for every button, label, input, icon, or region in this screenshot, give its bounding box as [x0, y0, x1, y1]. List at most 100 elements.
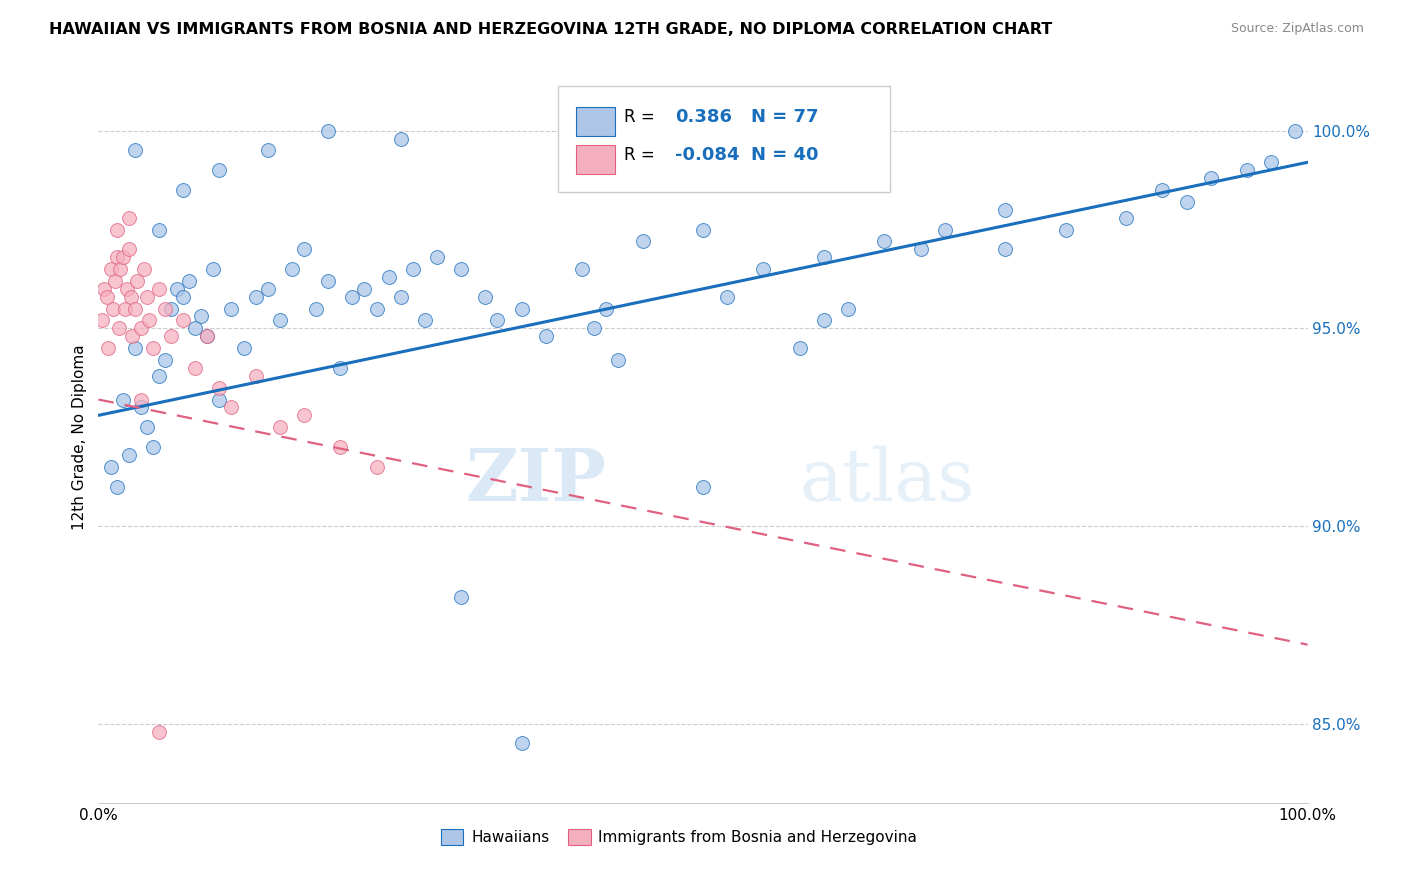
Point — [813, 313, 835, 327]
Point — [245, 290, 267, 304]
Point — [692, 479, 714, 493]
Point — [1115, 211, 1137, 225]
Point — [281, 262, 304, 277]
Point — [221, 401, 243, 415]
Point — [100, 262, 122, 277]
Point — [91, 313, 114, 327]
Point — [269, 313, 291, 327]
Point — [329, 440, 352, 454]
Text: 0.386: 0.386 — [675, 109, 733, 127]
Point — [124, 301, 146, 316]
Point — [195, 329, 218, 343]
Point — [100, 459, 122, 474]
Point — [789, 341, 811, 355]
Point — [994, 202, 1017, 217]
Point — [583, 321, 606, 335]
Point — [256, 144, 278, 158]
Point — [571, 262, 593, 277]
FancyBboxPatch shape — [576, 145, 614, 175]
Point — [96, 290, 118, 304]
Point — [105, 250, 128, 264]
Point — [108, 321, 131, 335]
Point — [910, 242, 932, 256]
Point — [377, 269, 399, 284]
Point — [114, 301, 136, 316]
Point — [316, 274, 339, 288]
Point — [104, 274, 127, 288]
Point — [873, 235, 896, 249]
Point — [184, 321, 207, 335]
Text: Source: ZipAtlas.com: Source: ZipAtlas.com — [1230, 22, 1364, 36]
Point — [813, 250, 835, 264]
Point — [153, 353, 176, 368]
Point — [402, 262, 425, 277]
Point — [716, 290, 738, 304]
Point — [934, 222, 956, 236]
Point — [111, 250, 134, 264]
Point — [292, 242, 315, 256]
Point — [172, 183, 194, 197]
Point — [172, 313, 194, 327]
Point — [97, 341, 120, 355]
Point — [202, 262, 225, 277]
Point — [631, 235, 654, 249]
Point — [1054, 222, 1077, 236]
Point — [166, 282, 188, 296]
Text: R =: R = — [624, 109, 661, 127]
Point — [129, 321, 152, 335]
Point — [160, 329, 183, 343]
Point — [148, 724, 170, 739]
Point — [135, 420, 157, 434]
Point — [389, 290, 412, 304]
Point — [179, 274, 201, 288]
Point — [1236, 163, 1258, 178]
Y-axis label: 12th Grade, No Diploma: 12th Grade, No Diploma — [72, 344, 87, 530]
Point — [208, 392, 231, 407]
Point — [607, 353, 630, 368]
Point — [208, 163, 231, 178]
Point — [138, 313, 160, 327]
Point — [121, 329, 143, 343]
Text: R =: R = — [624, 146, 661, 164]
Point — [342, 290, 364, 304]
Point — [124, 341, 146, 355]
Point — [120, 290, 142, 304]
FancyBboxPatch shape — [576, 107, 614, 136]
Point — [1152, 183, 1174, 197]
Point — [105, 222, 128, 236]
Point — [353, 282, 375, 296]
Point — [184, 360, 207, 375]
Point — [256, 282, 278, 296]
Point — [329, 360, 352, 375]
Point — [129, 392, 152, 407]
Point — [129, 401, 152, 415]
Point — [752, 262, 775, 277]
Text: -0.084: -0.084 — [675, 146, 740, 164]
Text: N = 77: N = 77 — [751, 109, 818, 127]
Point — [118, 242, 141, 256]
Point — [292, 409, 315, 423]
Text: atlas: atlas — [800, 446, 976, 516]
Point — [118, 448, 141, 462]
Point — [269, 420, 291, 434]
Point — [474, 290, 496, 304]
Point — [142, 440, 165, 454]
Point — [117, 282, 139, 296]
Point — [1175, 194, 1198, 209]
Point — [153, 301, 176, 316]
Point — [148, 222, 170, 236]
Point — [534, 329, 557, 343]
Point — [142, 341, 165, 355]
Point — [221, 301, 243, 316]
Point — [93, 282, 115, 296]
Point — [124, 144, 146, 158]
Point — [486, 313, 509, 327]
Legend: Hawaiians, Immigrants from Bosnia and Herzegovina: Hawaiians, Immigrants from Bosnia and He… — [436, 825, 922, 850]
Point — [190, 310, 212, 324]
Point — [510, 301, 533, 316]
Text: ZIP: ZIP — [465, 445, 606, 516]
Point — [118, 211, 141, 225]
Point — [1199, 171, 1222, 186]
Point — [105, 479, 128, 493]
Point — [135, 290, 157, 304]
